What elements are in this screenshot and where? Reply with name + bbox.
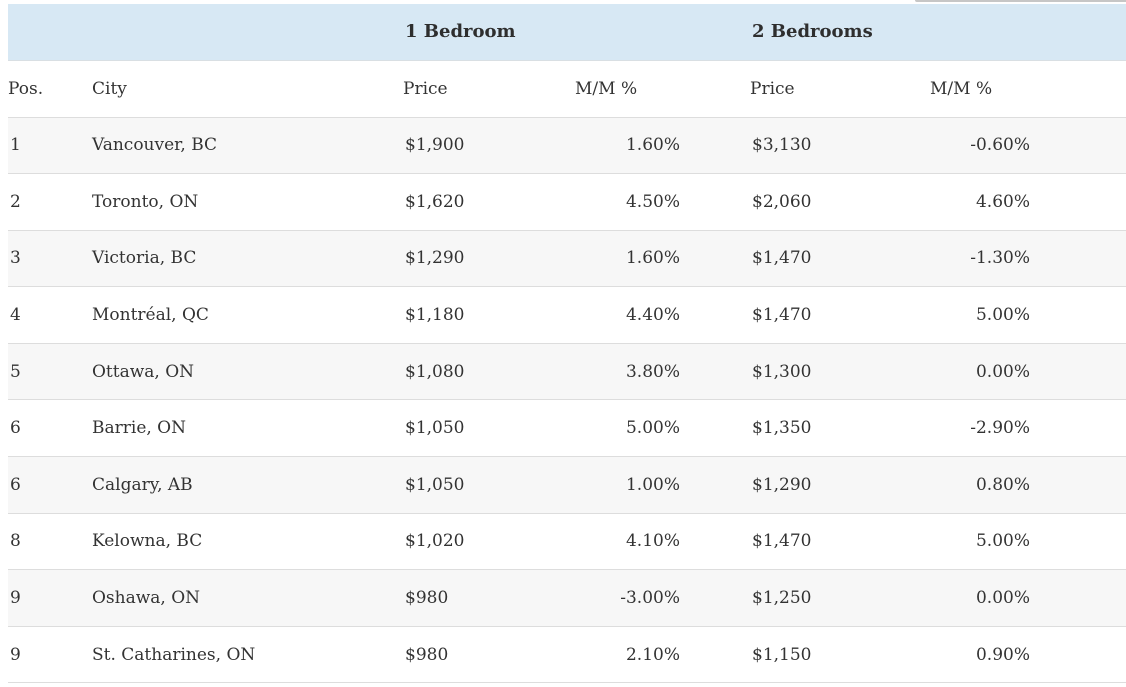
cell-pos: 5	[8, 343, 92, 401]
cell-2br-mm-pct: 0.00%	[930, 343, 1126, 401]
group-header-spacer	[8, 4, 403, 61]
table-row: 2 Toronto, ON $1,620 4.50% $2,060 4.60%	[8, 173, 1126, 231]
cell-2br-mm-pct: 4.60%	[930, 173, 1126, 231]
rent-report-table-container: 1 Bedroom 2 Bedrooms Pos. City Price M/M…	[8, 4, 1126, 684]
cell-1br-price: $1,180	[403, 286, 575, 344]
column-header-city: City	[92, 60, 403, 118]
cell-city: Ottawa, ON	[92, 343, 403, 401]
column-header-1br-mm-pct: M/M %	[575, 60, 750, 118]
group-header-1-bedroom: 1 Bedroom	[403, 4, 750, 61]
cell-pos: 3	[8, 230, 92, 288]
cell-1br-price: $1,290	[403, 230, 575, 288]
cell-1br-price: $1,080	[403, 343, 575, 401]
cell-2br-price: $1,300	[750, 343, 930, 401]
cell-2br-price: $1,470	[750, 286, 930, 344]
cell-1br-mm-pct: 2.10%	[575, 626, 750, 684]
column-header-2br-mm-pct: M/M %	[930, 60, 1126, 118]
cell-city: Victoria, BC	[92, 230, 403, 288]
table-row: 4 Montréal, QC $1,180 4.40% $1,470 5.00%	[8, 286, 1126, 344]
cell-1br-price: $1,050	[403, 399, 575, 458]
cell-2br-mm-pct: 0.90%	[930, 626, 1126, 684]
rent-table: 1 Bedroom 2 Bedrooms Pos. City Price M/M…	[8, 4, 1126, 684]
cell-1br-price: $980	[403, 569, 575, 627]
table-row: 5 Ottawa, ON $1,080 3.80% $1,300 0.00%	[8, 343, 1126, 401]
cell-pos: 2	[8, 173, 92, 231]
cell-1br-price: $1,050	[403, 456, 575, 514]
column-header-pos: Pos.	[8, 60, 92, 118]
cell-1br-mm-pct: 4.50%	[575, 173, 750, 231]
table-row: 9 Oshawa, ON $980 -3.00% $1,250 0.00%	[8, 569, 1126, 627]
cell-pos: 9	[8, 626, 92, 684]
cell-1br-price: $1,620	[403, 173, 575, 231]
cell-2br-price: $3,130	[750, 117, 930, 175]
table-row: 9 St. Catharines, ON $980 2.10% $1,150 0…	[8, 626, 1126, 684]
table-body: 1 Vancouver, BC $1,900 1.60% $3,130 -0.6…	[8, 117, 1126, 684]
cell-1br-mm-pct: 3.80%	[575, 343, 750, 401]
cell-city: Vancouver, BC	[92, 117, 403, 175]
table-row: 3 Victoria, BC $1,290 1.60% $1,470 -1.30…	[8, 230, 1126, 288]
cell-1br-price: $1,900	[403, 117, 575, 175]
cell-2br-mm-pct: -0.60%	[930, 117, 1126, 175]
page-edge-divider	[915, 0, 1126, 2]
cell-pos: 1	[8, 117, 92, 175]
cell-1br-mm-pct: -3.00%	[575, 569, 750, 627]
cell-2br-price: $2,060	[750, 173, 930, 231]
cell-city: Oshawa, ON	[92, 569, 403, 627]
cell-2br-price: $1,350	[750, 399, 930, 458]
cell-city: Barrie, ON	[92, 399, 403, 458]
cell-pos: 6	[8, 399, 92, 458]
column-header-2br-price: Price	[750, 60, 930, 118]
column-header-row: Pos. City Price M/M % Price M/M %	[8, 60, 1126, 118]
cell-2br-mm-pct: 0.80%	[930, 456, 1126, 514]
group-header-2-bedrooms: 2 Bedrooms	[750, 4, 1126, 61]
cell-pos: 4	[8, 286, 92, 344]
table-row: 8 Kelowna, BC $1,020 4.10% $1,470 5.00%	[8, 513, 1126, 571]
table-row: 6 Calgary, AB $1,050 1.00% $1,290 0.80%	[8, 456, 1126, 514]
cell-2br-mm-pct: -1.30%	[930, 230, 1126, 288]
cell-1br-price: $1,020	[403, 513, 575, 571]
cell-pos: 9	[8, 569, 92, 627]
cell-city: Kelowna, BC	[92, 513, 403, 571]
cell-pos: 6	[8, 456, 92, 514]
cell-2br-mm-pct: 5.00%	[930, 286, 1126, 344]
cell-city: St. Catharines, ON	[92, 626, 403, 684]
cell-2br-price: $1,250	[750, 569, 930, 627]
cell-1br-mm-pct: 1.60%	[575, 117, 750, 175]
cell-1br-mm-pct: 4.10%	[575, 513, 750, 571]
cell-pos: 8	[8, 513, 92, 571]
cell-city: Toronto, ON	[92, 173, 403, 231]
cell-2br-price: $1,470	[750, 513, 930, 571]
cell-2br-price: $1,470	[750, 230, 930, 288]
column-header-1br-price: Price	[403, 60, 575, 118]
cell-1br-mm-pct: 1.60%	[575, 230, 750, 288]
cell-1br-mm-pct: 5.00%	[575, 399, 750, 458]
bedroom-group-header-row: 1 Bedroom 2 Bedrooms	[8, 4, 1126, 61]
cell-2br-mm-pct: 0.00%	[930, 569, 1126, 627]
table-row: 1 Vancouver, BC $1,900 1.60% $3,130 -0.6…	[8, 117, 1126, 175]
cell-1br-mm-pct: 1.00%	[575, 456, 750, 514]
cell-2br-price: $1,150	[750, 626, 930, 684]
cell-2br-mm-pct: 5.00%	[930, 513, 1126, 571]
cell-city: Montréal, QC	[92, 286, 403, 344]
table-row: 6 Barrie, ON $1,050 5.00% $1,350 -2.90%	[8, 399, 1126, 458]
cell-1br-price: $980	[403, 626, 575, 684]
cell-1br-mm-pct: 4.40%	[575, 286, 750, 344]
cell-city: Calgary, AB	[92, 456, 403, 514]
cell-2br-price: $1,290	[750, 456, 930, 514]
cell-2br-mm-pct: -2.90%	[930, 399, 1126, 458]
